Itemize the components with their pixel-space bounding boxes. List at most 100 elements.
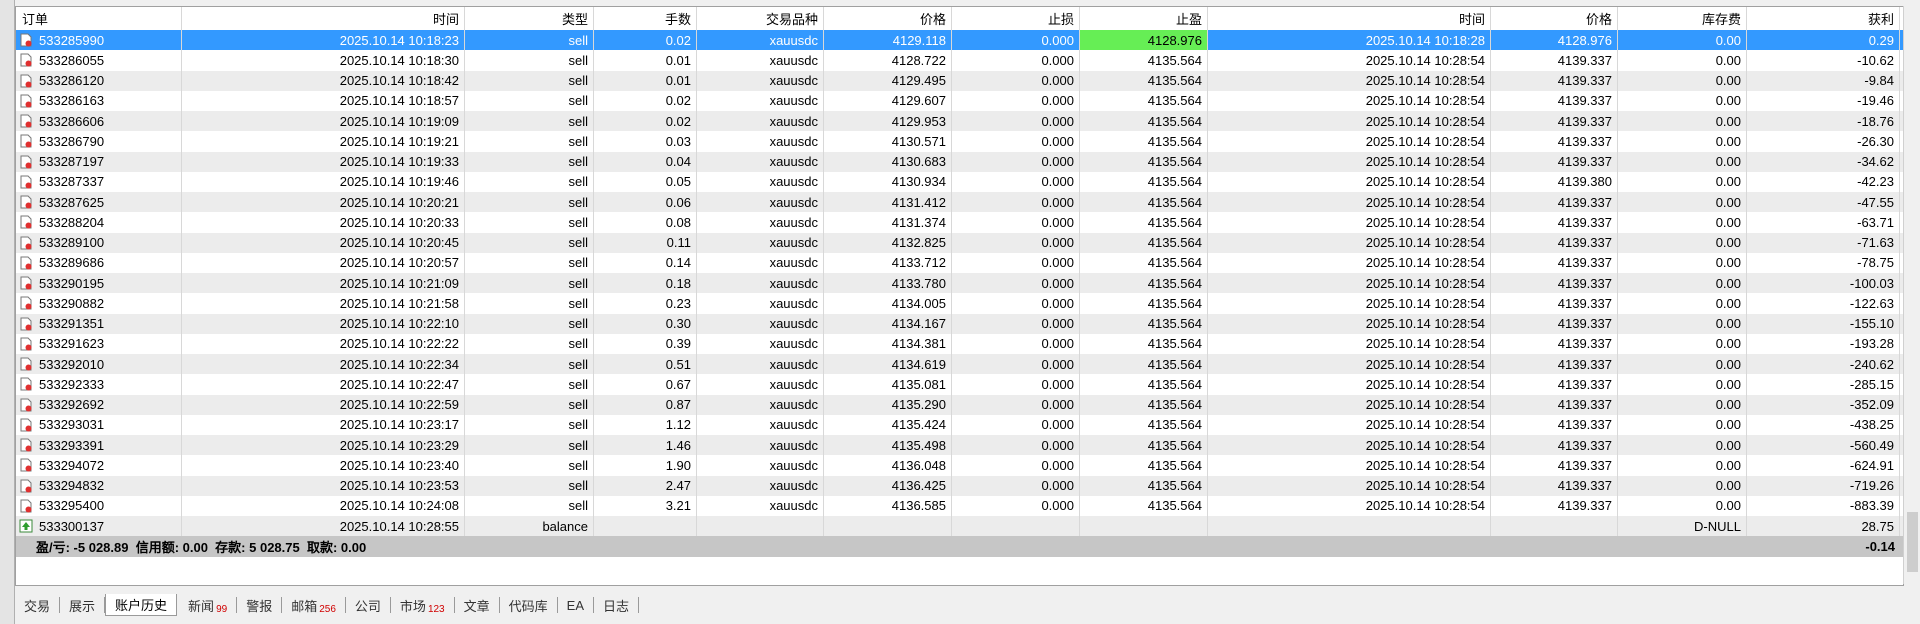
- summary-text: 盈/亏: -5 028.89 信用额: 0.00 存款: 5 028.75 取款…: [36, 539, 367, 555]
- table-cell: 2025.10.14 10:22:22: [182, 333, 465, 354]
- table-cell: -34.62: [1747, 151, 1900, 172]
- table-cell: 0.000: [952, 475, 1080, 496]
- table-row: 533289100 2025.10.14 10:20:45 sell 0.11 xauu…: [16, 232, 1903, 253]
- table-cell: 4135.564: [1080, 232, 1208, 253]
- table-header: 订单 时间 类型 手数 交易品种 价格 止损 止盈 时间 价格 库存费 获利: [16, 7, 1903, 31]
- table-cell: 4139.380: [1491, 171, 1618, 192]
- tab[interactable]: 公司: [346, 597, 391, 614]
- table-row: 533291351 2025.10.14 10:22:10 sell 0.30 xauu…: [16, 313, 1903, 334]
- table-cell: 533288204: [16, 212, 182, 233]
- table-row: 533286055 2025.10.14 10:18:30 sell 0.01 xauu…: [16, 50, 1903, 71]
- table-cell: 4139.337: [1491, 455, 1618, 476]
- tab-active[interactable]: 账户历史: [105, 594, 178, 616]
- tab[interactable]: 文章: [455, 597, 500, 614]
- table-cell: 4139.337: [1491, 495, 1618, 516]
- column-header: 止盈: [1080, 7, 1208, 30]
- table-cell: 4135.290: [824, 394, 952, 415]
- table-cell: 2025.10.14 10:28:54: [1208, 50, 1491, 71]
- tab[interactable]: 交易: [15, 597, 61, 614]
- table-cell: 0.00: [1618, 475, 1747, 496]
- tab[interactable]: 展示: [60, 597, 106, 614]
- tab-label: 公司: [354, 598, 381, 614]
- row-icon: [20, 458, 32, 472]
- table-cell: sell: [465, 333, 594, 354]
- table-cell: 2025.10.14 10:23:29: [182, 435, 465, 456]
- row-icon: [20, 256, 32, 270]
- table-cell: 0.000: [952, 50, 1080, 71]
- table-cell: 0.000: [952, 455, 1080, 476]
- table-cell: 4135.081: [824, 374, 952, 395]
- table-cell: [594, 516, 697, 537]
- table-cell: 4139.337: [1491, 232, 1618, 253]
- table-cell: 4135.564: [1080, 212, 1208, 233]
- table-cell: xauusdc: [697, 354, 824, 375]
- table-cell: 0.000: [952, 90, 1080, 111]
- table-cell: 2025.10.14 10:28:55: [182, 516, 465, 537]
- table-cell: 0.00: [1618, 212, 1747, 233]
- table-row: 533293031 2025.10.14 10:23:17 sell 1.12 xauu…: [16, 414, 1903, 435]
- table-cell: 4131.412: [824, 192, 952, 213]
- table-cell: 2025.10.14 10:22:10: [182, 313, 465, 334]
- table-cell: 4134.167: [824, 313, 952, 334]
- table-row: 533288204 2025.10.14 10:20:33 sell 0.08 xauu…: [16, 212, 1903, 233]
- tab[interactable]: 警报: [237, 597, 283, 614]
- table-cell: xauusdc: [697, 151, 824, 172]
- table-cell: 1.12: [594, 414, 697, 435]
- table-cell: 4135.564: [1080, 293, 1208, 314]
- table-row: 盈/亏: -5 028.89 信用额: 0.00 存款: 5 028.75 取款…: [16, 536, 1903, 557]
- table-cell: sell: [465, 131, 594, 152]
- table-cell: xauusdc: [697, 455, 824, 476]
- table-cell: 0.000: [952, 394, 1080, 415]
- table-cell: 4130.683: [824, 151, 952, 172]
- table-cell: 4139.337: [1491, 293, 1618, 314]
- table-cell: 0.06: [594, 192, 697, 213]
- table-cell: xauusdc: [697, 374, 824, 395]
- table-cell: -26.30: [1747, 131, 1900, 152]
- table-cell: xauusdc: [697, 414, 824, 435]
- table-row: 533292692 2025.10.14 10:22:59 sell 0.87 xauu…: [16, 394, 1903, 415]
- table-cell: 2025.10.14 10:22:59: [182, 394, 465, 415]
- table-cell: 4139.337: [1491, 50, 1618, 71]
- table-cell: xauusdc: [697, 273, 824, 294]
- table-cell: 2025.10.14 10:21:58: [182, 293, 465, 314]
- table-cell: 2025.10.14 10:28:54: [1208, 293, 1491, 314]
- table-cell: 4135.564: [1080, 495, 1208, 516]
- table-cell: 533286055: [16, 50, 182, 71]
- table-cell: 0.87: [594, 394, 697, 415]
- table-cell: -47.55: [1747, 192, 1900, 213]
- tab[interactable]: 邮箱 256: [282, 597, 346, 615]
- tab[interactable]: 新闻 99: [179, 597, 238, 615]
- table-cell: 533289100: [16, 232, 182, 253]
- scrollbar[interactable]: [1903, 6, 1920, 584]
- table-cell: 2025.10.14 10:21:09: [182, 273, 465, 294]
- table-row: 533300137 2025.10.14 10:28:55 balance D-NUL…: [16, 516, 1903, 537]
- table-cell: 4135.564: [1080, 151, 1208, 172]
- tab[interactable]: EA: [558, 597, 594, 613]
- table-cell: sell: [465, 293, 594, 314]
- tab[interactable]: 代码库: [500, 597, 558, 614]
- table-cell: 0.03: [594, 131, 697, 152]
- table-cell: 2025.10.14 10:19:46: [182, 171, 465, 192]
- tab-label: 交易: [24, 598, 51, 614]
- table-cell: 4134.619: [824, 354, 952, 375]
- table-cell: 0.00: [1618, 151, 1747, 172]
- table-cell: xauusdc: [697, 111, 824, 132]
- table-cell: 0.000: [952, 495, 1080, 516]
- table-row: 533294072 2025.10.14 10:23:40 sell 1.90 xauu…: [16, 455, 1903, 476]
- table-cell: -10.62: [1747, 50, 1900, 71]
- table-cell: 2025.10.14 10:28:54: [1208, 414, 1491, 435]
- row-icon: [20, 418, 32, 432]
- table-cell: -155.10: [1747, 313, 1900, 334]
- table-cell: xauusdc: [697, 252, 824, 273]
- table-cell: 0.00: [1618, 111, 1747, 132]
- table-cell: 2025.10.14 10:18:57: [182, 90, 465, 111]
- table-cell: 4135.564: [1080, 313, 1208, 334]
- table-cell: 533291623: [16, 333, 182, 354]
- table-cell: 0.00: [1618, 354, 1747, 375]
- table-cell: 2025.10.14 10:19:21: [182, 131, 465, 152]
- tab[interactable]: 日志: [594, 597, 640, 614]
- table-cell: 0.00: [1618, 70, 1747, 91]
- table-cell: xauusdc: [697, 90, 824, 111]
- table-cell: sell: [465, 232, 594, 253]
- tab[interactable]: 市场 123: [391, 597, 455, 615]
